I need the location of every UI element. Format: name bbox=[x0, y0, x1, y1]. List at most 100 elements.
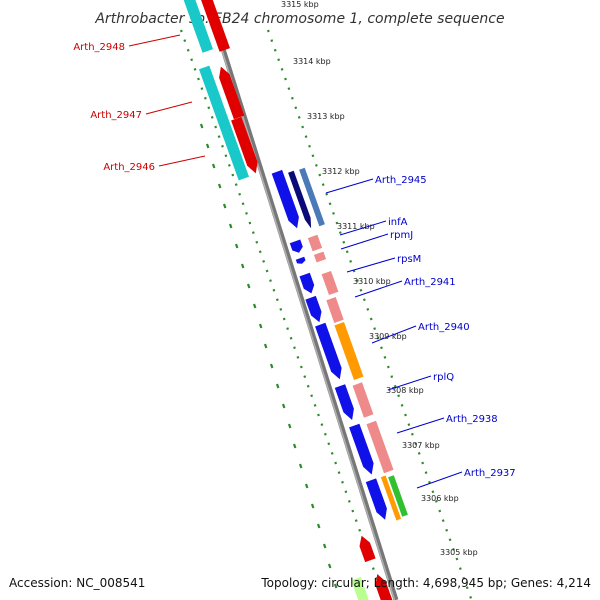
kbp-label: 3311 kbp bbox=[337, 222, 375, 231]
gene-block-red bbox=[201, 0, 230, 52]
inner-tick-mark bbox=[289, 336, 293, 340]
inner-major-tick bbox=[240, 263, 245, 269]
inner-major-tick bbox=[222, 203, 227, 209]
outer-tick-mark bbox=[400, 404, 404, 407]
inner-tick-mark bbox=[221, 144, 224, 148]
outer-tick-mark bbox=[318, 173, 322, 177]
gene-label-arth-2937: Arth_2937 bbox=[464, 468, 516, 479]
inner-tick-mark bbox=[317, 413, 320, 417]
inner-tick-mark bbox=[227, 164, 231, 167]
leader-line-infa bbox=[339, 220, 387, 236]
gene-label-arth-2947: Arth_2947 bbox=[90, 110, 142, 121]
outer-tick-mark bbox=[393, 384, 397, 388]
outer-tick-mark bbox=[359, 288, 363, 292]
gene-block-blue bbox=[271, 169, 299, 229]
inner-major-tick bbox=[333, 583, 338, 589]
inner-tick-mark bbox=[231, 173, 235, 177]
inner-major-tick bbox=[252, 303, 257, 309]
inner-tick-mark bbox=[351, 509, 355, 513]
inner-tick-mark bbox=[251, 231, 255, 234]
gene-block-navy bbox=[288, 170, 312, 229]
gene-block-orange bbox=[380, 475, 402, 521]
outer-tick-mark bbox=[314, 164, 318, 167]
outer-tick-mark bbox=[266, 29, 270, 33]
topology-text: Topology: circular; Length: 4,698,945 bp… bbox=[261, 576, 591, 590]
leader-line-arth-2946 bbox=[158, 155, 206, 167]
inner-tick-mark bbox=[327, 442, 331, 446]
kbp-label: 3305 kbp bbox=[440, 548, 478, 557]
gene-block-orange bbox=[334, 322, 364, 380]
gene-label-arth-2938: Arth_2938 bbox=[446, 414, 498, 425]
kbp-label: 3308 kbp bbox=[386, 386, 424, 395]
inner-tick-mark bbox=[313, 404, 317, 407]
kbp-label: 3306 kbp bbox=[421, 494, 459, 503]
gene-block-steel bbox=[299, 167, 325, 227]
leader-line-arth-2947 bbox=[145, 101, 193, 115]
inner-tick-mark bbox=[299, 365, 303, 369]
outer-tick-mark bbox=[335, 221, 339, 225]
inner-tick-mark bbox=[354, 519, 358, 522]
gene-label-rpmj: rpmJ bbox=[390, 230, 413, 241]
gene-block-red bbox=[359, 535, 376, 563]
inner-tick-mark bbox=[193, 68, 197, 71]
outer-tick-mark bbox=[410, 432, 414, 436]
outer-tick-mark bbox=[431, 490, 435, 494]
leader-line-arth-2940 bbox=[371, 325, 417, 344]
gene-layer bbox=[183, 0, 408, 600]
outer-tick-mark bbox=[383, 356, 387, 359]
inner-major-tick bbox=[263, 343, 268, 349]
inner-major-tick bbox=[281, 403, 286, 409]
gene-block-blue bbox=[295, 256, 306, 264]
gene-label-infa: infA bbox=[388, 217, 408, 228]
kbp-label: 3315 kbp bbox=[281, 0, 319, 9]
inner-tick-mark bbox=[334, 461, 338, 465]
inner-tick-mark bbox=[183, 39, 187, 42]
inner-tick-mark bbox=[245, 212, 248, 215]
gene-block-blue bbox=[305, 295, 322, 323]
inner-tick-mark bbox=[269, 279, 272, 282]
inner-tick-mark bbox=[358, 528, 362, 532]
inner-tick-mark bbox=[179, 29, 183, 33]
leader-line-arth-2941 bbox=[354, 280, 403, 298]
outer-tick-mark bbox=[373, 327, 377, 330]
outer-tick-mark bbox=[414, 442, 418, 446]
inner-tick-mark bbox=[279, 308, 283, 311]
map-title: Arthrobacter sp. FB24 chromosome 1, comp… bbox=[94, 11, 504, 27]
outer-tick-mark bbox=[280, 68, 284, 71]
inner-tick-mark bbox=[210, 116, 214, 119]
outer-tick-mark bbox=[362, 298, 366, 302]
inner-tick-mark bbox=[248, 221, 252, 225]
gene-label-arth-2946: Arth_2946 bbox=[103, 162, 155, 173]
inner-tick-mark bbox=[341, 480, 344, 484]
gene-block-pink bbox=[307, 234, 323, 252]
inner-major-tick bbox=[211, 163, 216, 169]
leader-line-arth-2948 bbox=[128, 34, 181, 47]
inner-tick-mark bbox=[190, 58, 194, 62]
outer-tick-mark bbox=[390, 375, 394, 378]
outer-tick-mark bbox=[294, 106, 298, 110]
gene-block-red bbox=[375, 574, 393, 600]
gene-label-rpsm: rpsM bbox=[397, 254, 421, 265]
outer-tick-mark bbox=[421, 461, 425, 465]
outer-tick-mark bbox=[297, 116, 301, 119]
outer-tick-mark bbox=[270, 39, 274, 42]
outer-tick-mark bbox=[311, 154, 315, 158]
gene-block-blue bbox=[349, 423, 374, 475]
outer-tick-mark bbox=[428, 480, 431, 484]
inner-tick-mark bbox=[306, 384, 310, 388]
outer-tick-mark bbox=[277, 58, 281, 62]
kbp-label: 3314 kbp bbox=[293, 57, 331, 66]
inner-tick-mark bbox=[282, 317, 286, 321]
gene-block-pink bbox=[366, 420, 394, 474]
kbp-label: 3312 kbp bbox=[322, 167, 360, 176]
inner-tick-mark bbox=[310, 394, 314, 398]
outer-tick-mark bbox=[441, 519, 445, 522]
gene-block-lightgreen bbox=[351, 577, 369, 600]
gene-label-arth-2941: Arth_2941 bbox=[404, 277, 456, 288]
gene-label-arth-2940: Arth_2940 bbox=[418, 322, 470, 333]
inner-tick-mark bbox=[296, 356, 300, 359]
outer-tick-mark bbox=[458, 567, 462, 570]
inner-tick-mark bbox=[238, 192, 242, 196]
inner-tick-mark bbox=[320, 423, 324, 426]
